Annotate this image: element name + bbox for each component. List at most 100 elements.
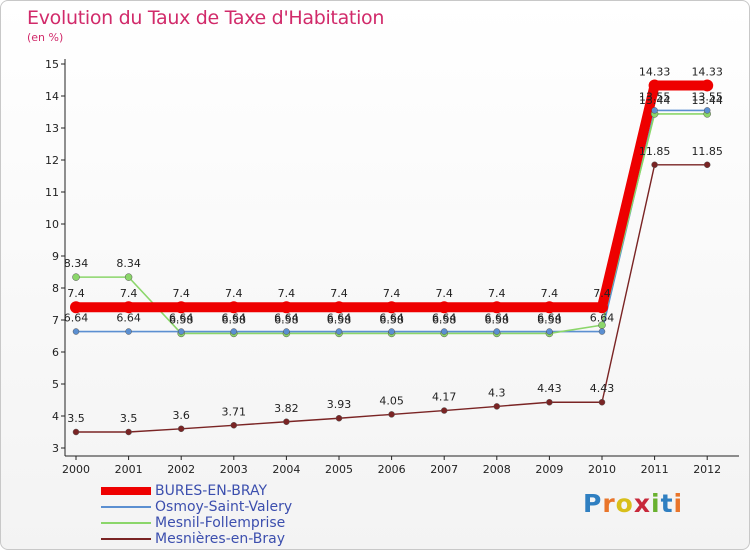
- data-label: 6.64: [537, 312, 562, 325]
- data-point: [177, 425, 185, 433]
- data-label: 6.58: [432, 313, 457, 326]
- legend-swatch: [101, 487, 151, 495]
- data-label: 7.4: [593, 287, 611, 300]
- data-label: 6.58: [169, 313, 194, 326]
- legend-item: Osmoy-Saint-Valery: [101, 499, 292, 515]
- data-label: 6.58: [537, 313, 562, 326]
- data-label: 6.64: [327, 312, 352, 325]
- data-label: 7.4: [172, 287, 190, 300]
- x-tick-label: 2011: [641, 463, 669, 476]
- data-point: [388, 411, 395, 418]
- data-point: [125, 328, 132, 335]
- legend-item: Mesnil-Follemprise: [101, 515, 292, 531]
- y-tick-label: 10: [45, 218, 59, 231]
- data-point: [280, 301, 293, 314]
- data-point: [177, 328, 185, 335]
- data-label: 6.64: [169, 312, 194, 325]
- y-tick-label: 6: [52, 346, 59, 359]
- data-point: [546, 328, 553, 335]
- data-point: [230, 328, 238, 335]
- logo-letter: P: [583, 489, 603, 518]
- data-label: 13.55: [691, 90, 723, 103]
- x-tick-label: 2003: [220, 463, 248, 476]
- data-label: 3.5: [67, 412, 85, 425]
- logo-letter: o: [615, 489, 634, 518]
- data-label: 13.44: [691, 94, 723, 107]
- data-point: [385, 301, 398, 314]
- series-line-2: [76, 113, 708, 335]
- data-point: [388, 328, 395, 335]
- x-tick-label: 2012: [693, 463, 721, 476]
- data-point: [72, 428, 80, 436]
- data-point: [701, 79, 714, 92]
- y-tick-label: 13: [45, 122, 59, 135]
- data-label: 6.64: [432, 312, 457, 325]
- data-point: [72, 328, 80, 335]
- data-point: [490, 301, 503, 314]
- y-tick-label: 8: [52, 282, 59, 295]
- data-point: [438, 301, 451, 314]
- data-label: 14.33: [639, 65, 671, 78]
- data-label: 11.85: [691, 145, 723, 158]
- data-label: 6.58: [274, 313, 299, 326]
- data-label: 7.4: [67, 287, 85, 300]
- data-label: 7.4: [383, 287, 401, 300]
- data-label: 7.4: [435, 287, 453, 300]
- data-label: 13.55: [639, 90, 671, 103]
- data-label: 7.4: [225, 287, 243, 300]
- data-point: [333, 301, 345, 314]
- data-label: 7.4: [278, 287, 296, 300]
- data-point: [124, 273, 133, 281]
- data-label: 7.4: [541, 287, 559, 300]
- data-point: [72, 273, 80, 281]
- x-tick-label: 2002: [167, 463, 195, 476]
- logo-letter: i: [651, 489, 661, 518]
- data-point: [598, 398, 606, 406]
- y-tick-label: 4: [52, 410, 59, 423]
- data-label: 6.64: [590, 312, 615, 325]
- chart-unit-label: (en %): [27, 31, 64, 44]
- data-point: [651, 161, 658, 169]
- data-point: [648, 79, 661, 92]
- data-point: [440, 328, 448, 335]
- data-label: 6.64: [485, 312, 510, 325]
- data-point: [596, 301, 608, 314]
- y-tick-label: 9: [52, 250, 59, 263]
- y-tick-label: 12: [45, 154, 59, 167]
- y-tick-label: 3: [52, 442, 59, 455]
- logo-letter: t: [660, 489, 674, 518]
- legend-swatch: [101, 538, 151, 540]
- data-label: 6.58: [222, 313, 247, 326]
- data-label: 3.5: [120, 412, 138, 425]
- data-point: [703, 107, 711, 114]
- data-label: 11.85: [639, 145, 671, 158]
- data-label: 6.64: [274, 312, 299, 325]
- data-label: 6.64: [222, 312, 247, 325]
- legend-label: BURES-EN-BRAY: [155, 483, 268, 499]
- data-label: 6.64: [64, 312, 89, 325]
- data-point: [440, 407, 448, 414]
- x-tick-label: 2000: [62, 463, 90, 476]
- legend-swatch: [101, 506, 151, 508]
- data-label: 4.43: [537, 382, 562, 395]
- logo-letter: x: [633, 489, 651, 518]
- data-label: 3.6: [172, 409, 190, 422]
- data-point: [546, 398, 553, 406]
- data-point: [493, 403, 501, 410]
- data-label: 3.93: [327, 398, 352, 411]
- legend-swatch: [101, 522, 151, 524]
- data-point: [283, 418, 290, 426]
- x-tick-label: 2004: [272, 463, 300, 476]
- x-tick-label: 2006: [378, 463, 406, 476]
- x-tick-label: 2005: [325, 463, 353, 476]
- data-label: 8.34: [64, 257, 89, 270]
- data-label: 6.58: [485, 313, 510, 326]
- y-tick-label: 7: [52, 314, 59, 327]
- data-point: [493, 328, 501, 335]
- y-tick-label: 14: [45, 90, 59, 103]
- data-point: [283, 328, 290, 335]
- data-point: [125, 428, 132, 436]
- data-label: 4.3: [488, 386, 506, 399]
- x-tick-label: 2001: [115, 463, 143, 476]
